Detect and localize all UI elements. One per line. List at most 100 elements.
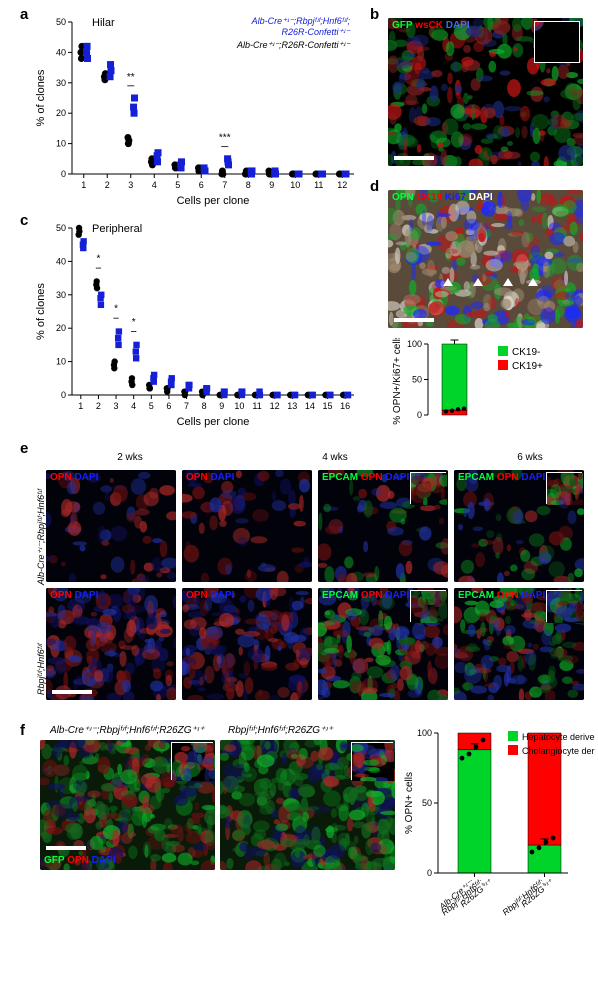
panel-b-overlay: GFP wsCK DAPI [392,20,470,31]
panel-b-scalebar [394,156,434,160]
svg-text:Hepatocyte derived: Hepatocyte derived [522,732,595,742]
panel-f-label: f [20,722,25,739]
svg-text:100: 100 [417,728,432,738]
svg-text:11: 11 [314,180,323,190]
svg-text:% of clones: % of clones [35,69,47,126]
svg-text:30: 30 [56,290,66,300]
svg-text:*: * [114,304,118,315]
svg-text:30: 30 [56,78,66,88]
svg-text:**: ** [127,72,135,83]
svg-text:*: * [96,253,100,264]
svg-text:3: 3 [114,401,119,411]
opn-f: OPN [67,855,89,866]
panel-d-label: d [370,178,379,195]
panel-e-img: EPCAM OPN DAPI [318,470,448,582]
svg-text:7: 7 [184,401,189,411]
panel-f-right-title: Rbpjᶠʴᶠ;Hnf6ᶠʴᶠ;R26ZG⁺ʴ⁺ [228,725,333,736]
panel-d-micrograph: OPN CK19 Ki67 DAPI [388,190,583,328]
panel-e-img: EPCAM OPN DAPI [454,470,584,582]
svg-text:Peripheral: Peripheral [92,223,142,235]
svg-text:8: 8 [246,180,251,190]
row2-label: Rbpjᶠʴᶠ;Hnf6ᶠʴᶠ [36,644,46,695]
svg-text:Cells per clone: Cells per clone [177,416,250,428]
svg-text:1: 1 [78,401,83,411]
panel-e-img: OPN DAPI [182,588,312,700]
svg-text:40: 40 [56,256,66,266]
svg-text:13: 13 [287,401,297,411]
wsck-label: wsCK [415,20,443,31]
svg-text:% of clones: % of clones [35,283,47,340]
panel-e-label: e [20,440,28,457]
svg-text:100: 100 [407,339,422,349]
panel-e-img: OPN DAPI [46,470,176,582]
panel-a-chart: 01020304050123456789101112Cells per clon… [30,10,360,210]
svg-text:9: 9 [219,401,224,411]
svg-text:8: 8 [202,401,207,411]
dapi-f: DAPI [92,855,116,866]
svg-text:0: 0 [61,169,66,179]
svg-text:5: 5 [175,180,180,190]
opn-label: OPN [392,192,414,203]
svg-text:CK19-: CK19- [512,347,540,358]
svg-text:0: 0 [61,390,66,400]
ki67-label: Ki67 [445,192,466,203]
panel-e-img: OPN DAPI [182,470,312,582]
panel-e-img: EPCAM OPN DAPI [454,588,584,700]
svg-text:% OPN+ cells: % OPN+ cells [404,772,415,834]
svg-text:10: 10 [290,180,300,190]
svg-text:4: 4 [131,401,136,411]
panel-b-label: b [370,6,379,23]
panel-d-scalebar [394,318,434,322]
svg-text:15: 15 [323,401,333,411]
dapi-label-d: DAPI [469,192,493,203]
svg-text:0: 0 [427,868,432,878]
panel-f-right-img [220,740,395,870]
svg-text:R26R-Confetti⁺ʴ⁻: R26R-Confetti⁺ʴ⁻ [282,27,352,37]
panel-f-right-inset [351,742,393,780]
svg-text:12: 12 [337,180,347,190]
svg-text:10: 10 [56,139,66,149]
svg-text:4: 4 [152,180,157,190]
svg-text:6: 6 [199,180,204,190]
col-4wks: 4 wks [245,452,425,463]
panel-f-left-inset [171,742,213,780]
svg-text:5: 5 [149,401,154,411]
svg-text:50: 50 [56,17,66,27]
svg-text:11: 11 [252,401,261,411]
svg-text:50: 50 [412,375,422,385]
svg-text:0: 0 [417,410,422,420]
svg-text:***: *** [219,133,231,144]
svg-text:20: 20 [56,108,66,118]
svg-text:Hilar: Hilar [92,17,115,29]
panel-f-barchart: 050100% OPN+ cellsAlb-Cre⁺ʴ⁻;Rbpjᶠʴᶠ;Hnf… [400,725,595,975]
dapi-label: DAPI [446,20,470,31]
svg-text:10: 10 [234,401,244,411]
panel-f-left-title: Alb-Cre⁺ʴ⁻;Rbpjᶠʴᶠ;Hnf6ᶠʴᶠ;R26ZG⁺ʴ⁺ [50,725,204,736]
panel-c-chart: 0102030405012345678910111213141516Cells … [30,216,360,431]
panel-b-inset [534,21,580,63]
svg-text:Cells per clone: Cells per clone [177,195,250,207]
svg-text:7: 7 [222,180,227,190]
svg-text:20: 20 [56,323,66,333]
col-6wks: 6 wks [475,452,585,463]
svg-text:14: 14 [305,401,315,411]
svg-text:6: 6 [166,401,171,411]
svg-text:Cholangiocyte derived: Cholangiocyte derived [522,746,595,756]
panel-b-micrograph: GFP wsCK DAPI [388,18,583,166]
panel-c-label: c [20,212,28,229]
svg-text:2: 2 [96,401,101,411]
svg-text:9: 9 [269,180,274,190]
panel-e-img: OPN DAPI [46,588,176,700]
panel-f-left-img: GFP OPN DAPI [40,740,215,870]
panel-d-overlay: OPN CK19 Ki67 DAPI [392,192,493,203]
svg-text:Alb-Cre⁺ʴ⁻;R26R-Confetti⁺ʴ⁻: Alb-Cre⁺ʴ⁻;R26R-Confetti⁺ʴ⁻ [236,40,351,50]
svg-text:50: 50 [422,798,432,808]
panel-f-scalebar [46,846,86,850]
svg-text:Alb-Cre⁺ʴ⁻;Rbpjᶠʴᶠ;Hnf6ᶠʴᶠ;: Alb-Cre⁺ʴ⁻;Rbpjᶠʴᶠ;Hnf6ᶠʴᶠ; [251,16,351,26]
panel-e-img: EPCAM OPN DAPI [318,588,448,700]
svg-text:40: 40 [56,47,66,57]
svg-text:CK19+: CK19+ [512,361,543,372]
svg-text:1: 1 [81,180,86,190]
svg-text:% OPN+/Ki67+ cells: % OPN+/Ki67+ cells [392,338,403,425]
svg-text:2: 2 [105,180,110,190]
